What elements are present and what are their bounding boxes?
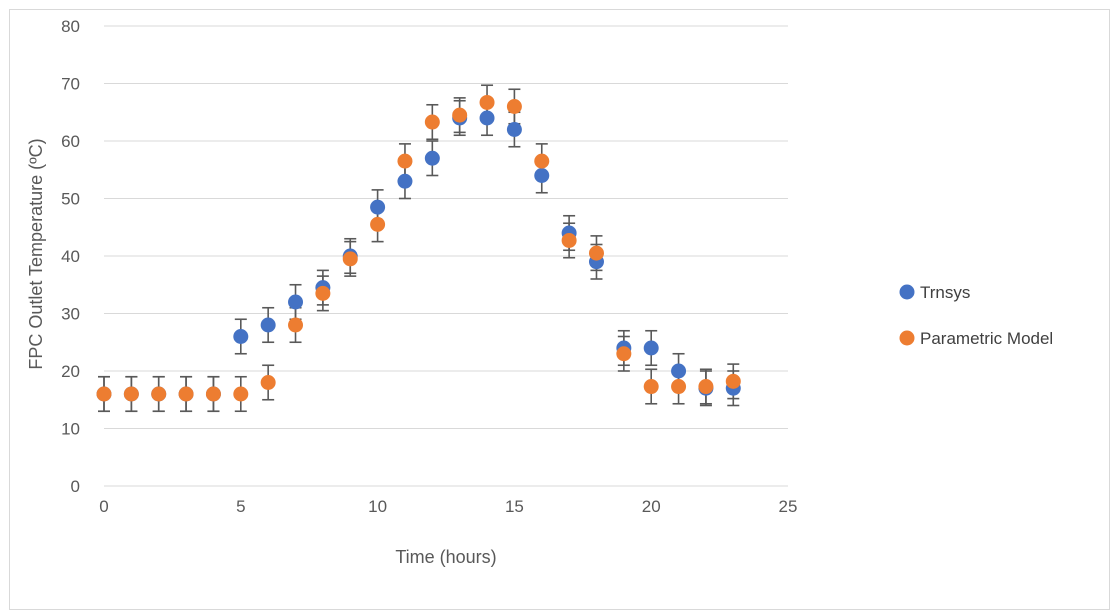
data-point-parametric-model [288,317,304,333]
y-tick-label: 0 [71,477,80,496]
data-point-parametric-model [342,251,358,267]
data-point-trnsys [479,110,495,126]
y-tick-label: 20 [61,362,80,381]
data-point-parametric-model [151,386,167,402]
y-tick-label: 80 [61,17,80,36]
data-point-parametric-model [698,379,714,395]
legend-label: Parametric Model [920,329,1053,348]
data-point-parametric-model [588,245,604,261]
data-point-parametric-model [205,386,221,402]
x-tick-label: 5 [236,497,245,516]
data-point-parametric-model [479,94,495,110]
legend-marker [899,284,915,300]
data-point-parametric-model [643,379,659,395]
data-point-trnsys [643,340,659,356]
data-point-parametric-model [452,107,468,123]
y-tick-labels: 0 10 20 30 40 50 60 70 80 [61,17,80,496]
x-tick-label: 0 [99,497,108,516]
legend-label: Trnsys [920,283,970,302]
data-point-parametric-model [260,375,276,390]
data-point-trnsys [233,329,249,344]
y-tick-label: 50 [61,190,80,209]
data-point-parametric-model [123,386,139,402]
data-point-parametric-model [424,114,440,130]
x-tick-label: 25 [779,497,798,516]
legend: Trnsys Parametric Model [899,283,1053,348]
data-point-parametric-model [506,99,522,114]
data-point-parametric-model [534,153,550,169]
data-point-trnsys [397,173,413,189]
x-tick-label: 10 [368,497,387,516]
data-point-trnsys [506,122,522,137]
y-axis-title: FPC Outlet Temperature (ºC) [26,138,46,369]
data-point-parametric-model [233,386,249,402]
gridlines [104,25,788,487]
data-point-trnsys [424,150,440,166]
data-point-parametric-model [725,373,741,389]
data-points [96,94,741,402]
error-bars [98,84,740,413]
data-point-parametric-model [397,153,413,169]
data-point-trnsys [671,363,687,379]
x-tick-label: 15 [505,497,524,516]
y-tick-label: 30 [61,305,80,324]
data-point-parametric-model [671,379,687,395]
y-tick-label: 40 [61,247,80,266]
data-point-parametric-model [616,346,632,362]
x-tick-labels: 0 5 10 15 20 25 [99,497,797,516]
data-point-trnsys [260,317,276,333]
x-tick-label: 20 [642,497,661,516]
y-tick-label: 10 [61,420,80,439]
data-point-trnsys [288,294,304,310]
data-point-parametric-model [96,386,112,402]
x-axis-title: Time (hours) [395,547,496,567]
y-tick-label: 60 [61,132,80,151]
data-point-trnsys [370,199,386,215]
data-point-parametric-model [178,386,194,402]
data-point-parametric-model [370,216,386,232]
data-point-trnsys [534,168,550,183]
chart-frame [9,9,1110,610]
data-point-parametric-model [315,285,331,301]
data-point-parametric-model [561,232,577,248]
legend-marker [899,330,915,346]
y-tick-label: 70 [61,75,80,94]
